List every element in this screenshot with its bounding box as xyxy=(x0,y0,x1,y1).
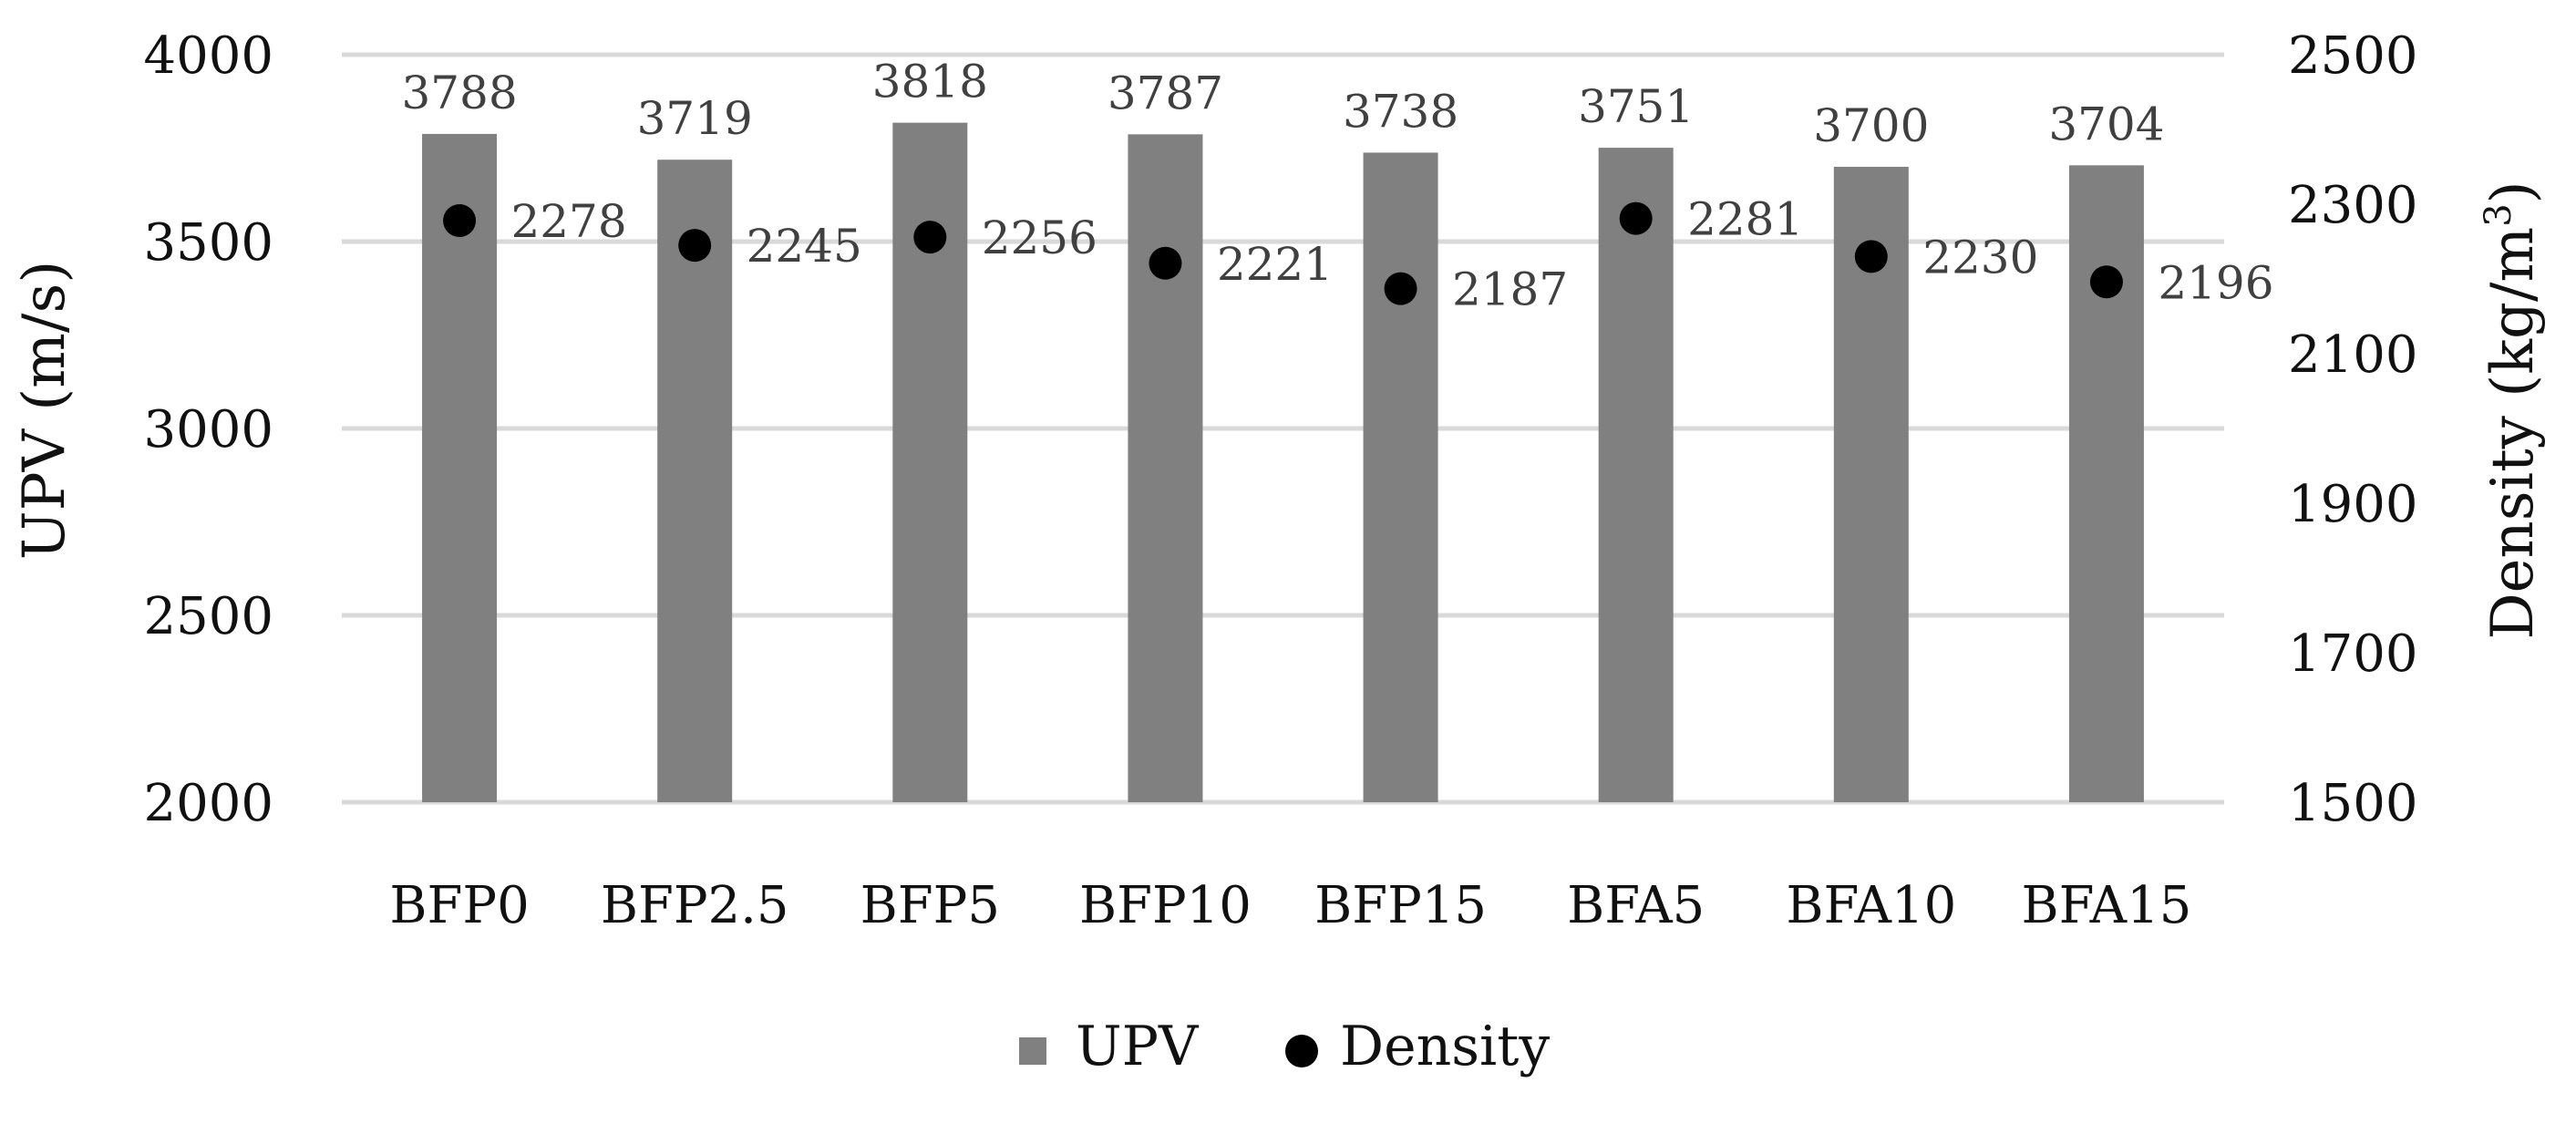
category-labels: BFP0 BFP2.5 BFP5 BFP10 BFP15 BFA5 BFA10 BFA15 xyxy=(389,876,2191,935)
left-tick-label: 2000 xyxy=(143,774,273,833)
density-point xyxy=(913,221,947,254)
upv-value-label: 3787 xyxy=(1108,67,1223,119)
density-value-label: 2281 xyxy=(1687,193,1803,246)
upv-value-label: 3704 xyxy=(2048,98,2164,150)
right-axis-title: Density (kg/m3) xyxy=(2478,180,2547,639)
upv-value-label: 3738 xyxy=(1343,85,1458,138)
density-point xyxy=(1384,272,1417,305)
density-value-label: 2278 xyxy=(510,195,626,248)
right-tick-label: 2300 xyxy=(2288,176,2418,235)
right-tick-label: 1500 xyxy=(2288,774,2418,833)
right-tick-label: 1900 xyxy=(2288,475,2418,534)
density-value-label: 2230 xyxy=(1922,231,2038,284)
left-axis-ticks: 2000 2500 3000 3500 4000 xyxy=(143,26,273,833)
legend-density-marker xyxy=(1285,1035,1318,1067)
left-tick-label: 2500 xyxy=(143,587,273,646)
density-value-label: 2245 xyxy=(747,220,862,273)
density-point xyxy=(2089,265,2123,299)
density-value-label: 2196 xyxy=(2158,256,2273,309)
right-axis-title-sup: 3 xyxy=(2478,203,2519,226)
left-axis-title: UPV (m/s) xyxy=(11,261,78,561)
left-tick-label: 4000 xyxy=(143,26,273,86)
density-points xyxy=(443,201,2123,305)
right-axis-title-main: Density (kg/m xyxy=(2479,227,2547,640)
density-value-label: 2187 xyxy=(1452,263,1568,316)
legend-density-label: Density xyxy=(1340,1015,1550,1078)
upv-value-label: 3788 xyxy=(401,67,517,119)
density-value-label: 2221 xyxy=(1217,238,1333,291)
right-axis-title-end: ) xyxy=(2479,180,2547,203)
left-tick-label: 3500 xyxy=(143,213,273,273)
right-tick-label: 1700 xyxy=(2288,624,2418,684)
category-label: BFA15 xyxy=(2022,876,2192,935)
right-axis-ticks: 1500 1700 1900 2100 2300 2500 xyxy=(2288,26,2418,833)
upv-value-label: 3818 xyxy=(872,56,988,108)
upv-bars xyxy=(422,122,2144,803)
upv-value-label: 3719 xyxy=(637,92,753,145)
category-label: BFP0 xyxy=(389,876,529,935)
legend-upv-label: UPV xyxy=(1076,1015,1200,1078)
gridlines xyxy=(342,52,2224,805)
density-point xyxy=(443,204,477,238)
category-label: BFP2.5 xyxy=(601,876,789,935)
category-label: BFP5 xyxy=(860,876,1000,935)
density-value-label: 2256 xyxy=(982,211,1097,264)
upv-bar xyxy=(1128,134,1203,802)
upv-bar xyxy=(2068,165,2144,803)
density-point xyxy=(678,229,712,263)
right-tick-label: 2100 xyxy=(2288,325,2418,385)
legend-upv-swatch xyxy=(1019,1037,1046,1065)
right-tick-label: 2500 xyxy=(2288,26,2418,86)
category-label: BFA5 xyxy=(1567,876,1705,935)
category-label: BFP10 xyxy=(1079,876,1252,935)
legend: UPV Density xyxy=(1019,1015,1550,1078)
upv-bar xyxy=(657,160,733,802)
density-point xyxy=(1149,246,1182,280)
category-label: BFP15 xyxy=(1314,876,1487,935)
left-tick-label: 3000 xyxy=(143,400,273,459)
upv-value-label: 3751 xyxy=(1578,80,1694,133)
upv-bar xyxy=(1363,152,1438,803)
upv-value-label: 3700 xyxy=(1813,99,1929,152)
upv-bar xyxy=(1598,148,1674,803)
density-point xyxy=(1619,201,1653,235)
category-label: BFA10 xyxy=(1786,876,1956,935)
density-point xyxy=(1854,240,1888,273)
upv-bar xyxy=(422,133,498,803)
